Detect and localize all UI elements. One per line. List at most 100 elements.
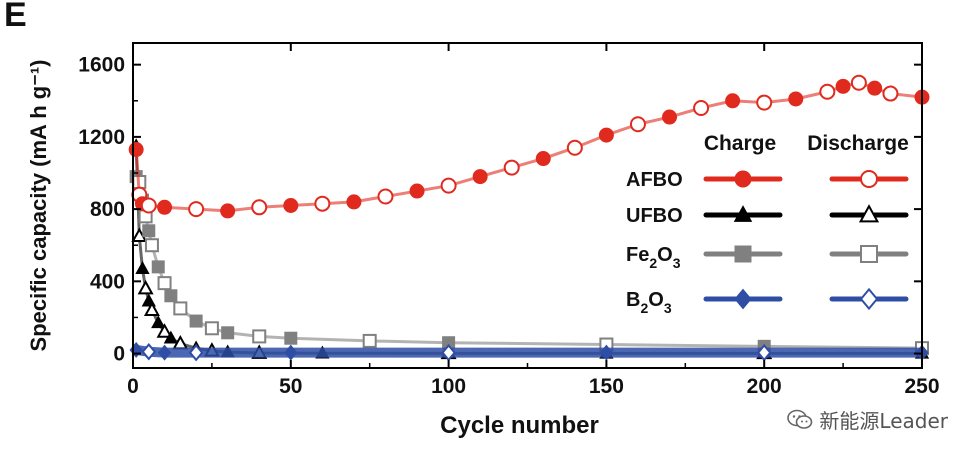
data-point bbox=[725, 93, 741, 109]
data-point bbox=[157, 276, 172, 291]
data-point bbox=[220, 203, 236, 219]
data-point bbox=[440, 177, 457, 194]
data-point bbox=[157, 199, 173, 215]
data-point bbox=[629, 116, 646, 133]
x-tick-label: 50 bbox=[279, 375, 302, 398]
x-tick-label: 200 bbox=[747, 375, 782, 398]
data-point bbox=[204, 321, 219, 336]
legend-marker-discharge bbox=[860, 170, 878, 188]
data-point bbox=[252, 329, 267, 344]
y-tick-label: 800 bbox=[90, 198, 125, 221]
data-point bbox=[441, 343, 456, 362]
data-point bbox=[144, 238, 159, 253]
data-point bbox=[314, 195, 331, 212]
series-fe2o3 bbox=[129, 170, 929, 356]
legend-label: UFBO bbox=[626, 205, 683, 227]
data-point bbox=[867, 80, 883, 96]
data-point bbox=[164, 289, 178, 303]
data-point bbox=[284, 331, 298, 345]
data-point bbox=[135, 261, 150, 274]
data-point bbox=[221, 326, 235, 340]
data-point bbox=[819, 83, 836, 100]
data-point bbox=[535, 151, 551, 167]
data-point bbox=[598, 127, 614, 143]
y-tick-label: 1600 bbox=[78, 54, 125, 77]
legend-item-ufbo: UFBO bbox=[626, 204, 909, 227]
data-point bbox=[157, 344, 172, 361]
data-point bbox=[377, 188, 394, 205]
data-point bbox=[173, 301, 188, 316]
data-point bbox=[693, 100, 710, 116]
series-afbo bbox=[128, 74, 930, 219]
data-point bbox=[143, 301, 160, 317]
plot-area bbox=[128, 74, 930, 362]
data-point bbox=[142, 224, 156, 238]
data-point bbox=[599, 344, 614, 361]
wechat-icon bbox=[787, 409, 813, 429]
data-point bbox=[850, 74, 867, 91]
data-point bbox=[756, 94, 773, 111]
data-point bbox=[189, 314, 203, 328]
series-line-b2o3 bbox=[135, 344, 922, 358]
watermark-text: 新能源Leader bbox=[819, 409, 948, 433]
data-point bbox=[284, 344, 298, 361]
legend-item-b2o3: B2O3 bbox=[626, 287, 909, 316]
data-point bbox=[503, 159, 520, 176]
data-point bbox=[566, 139, 583, 156]
data-point bbox=[882, 85, 899, 102]
x-tick-label: 150 bbox=[589, 375, 624, 398]
data-point bbox=[788, 91, 804, 107]
data-point bbox=[662, 109, 678, 125]
data-point bbox=[128, 142, 144, 158]
legend: Charge Discharge AFBO UFBO Fe2O3 B2O3 bbox=[626, 132, 909, 316]
data-point bbox=[156, 323, 173, 338]
legend-marker-discharge bbox=[859, 287, 879, 311]
legend-marker-discharge bbox=[858, 204, 880, 223]
legend-marker-charge bbox=[733, 205, 753, 222]
data-point bbox=[188, 343, 204, 362]
x-tick-label: 100 bbox=[431, 375, 466, 398]
data-point bbox=[362, 333, 377, 348]
axes: 0 50 100 150 200 250 0 400 800 1200 1600 Cycle numb… bbox=[26, 42, 940, 439]
data-point bbox=[163, 330, 179, 344]
data-point bbox=[756, 343, 772, 362]
data-point bbox=[188, 201, 205, 218]
series-line-afbo bbox=[134, 81, 923, 213]
legend-label: AFBO bbox=[626, 169, 683, 191]
x-tick-label: 250 bbox=[904, 375, 939, 398]
legend-item-afbo: AFBO bbox=[626, 169, 909, 191]
y-tick-label: 0 bbox=[113, 343, 125, 366]
legend-marker-charge bbox=[734, 245, 752, 263]
data-point bbox=[141, 342, 157, 361]
series-ufbo bbox=[129, 138, 930, 360]
legend-marker-charge bbox=[734, 288, 752, 310]
series-b2o3 bbox=[129, 341, 929, 362]
data-point bbox=[346, 194, 362, 210]
data-point bbox=[151, 260, 165, 274]
legend-label: B2O3 bbox=[626, 289, 672, 316]
data-point bbox=[283, 198, 299, 213]
legend-label: Fe2O3 bbox=[626, 244, 681, 271]
data-point bbox=[151, 315, 166, 329]
data-point bbox=[409, 183, 425, 199]
watermark: 新能源Leader bbox=[787, 405, 948, 434]
series-line-ufbo bbox=[134, 145, 922, 355]
data-point bbox=[472, 169, 488, 185]
legend-header-discharge: Discharge bbox=[807, 132, 909, 155]
legend-header-charge: Charge bbox=[704, 132, 776, 155]
data-point bbox=[251, 199, 268, 216]
plot-frame bbox=[132, 42, 923, 369]
x-tick-label: 0 bbox=[127, 375, 139, 398]
x-axis-label: Cycle number bbox=[440, 412, 599, 439]
legend-marker-discharge bbox=[860, 245, 878, 263]
data-point bbox=[137, 279, 154, 295]
legend-item-fe2o3: Fe2O3 bbox=[626, 244, 909, 271]
data-point bbox=[835, 78, 851, 94]
legend-marker-charge bbox=[734, 170, 752, 188]
data-point bbox=[140, 197, 157, 214]
y-axis-label: Specific capacity (mA h g⁻¹) bbox=[26, 60, 51, 352]
y-tick-label: 1200 bbox=[78, 126, 125, 149]
y-tick-label: 400 bbox=[90, 270, 125, 293]
panel-label: E bbox=[4, 0, 27, 34]
